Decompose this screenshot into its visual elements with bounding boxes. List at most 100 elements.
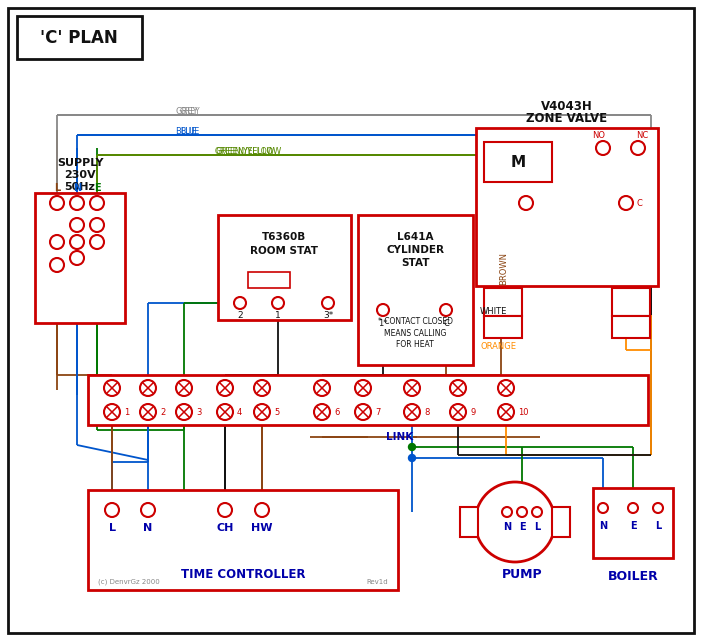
Circle shape	[50, 196, 64, 210]
Text: 1: 1	[124, 408, 129, 417]
Text: STAT: STAT	[401, 258, 429, 268]
Text: GREY: GREY	[180, 106, 201, 115]
Text: 1: 1	[275, 310, 281, 319]
Text: L: L	[54, 183, 60, 193]
Text: HW: HW	[251, 523, 273, 533]
Bar	[484, 316, 522, 338]
Bar	[484, 142, 552, 182]
Text: N: N	[73, 183, 81, 193]
Circle shape	[631, 141, 645, 155]
Circle shape	[619, 196, 633, 210]
Circle shape	[140, 404, 156, 420]
Text: L: L	[109, 523, 116, 533]
Text: GREEN/YELLOW: GREEN/YELLOW	[215, 147, 275, 156]
Circle shape	[440, 304, 452, 316]
Bar	[612, 288, 650, 316]
Circle shape	[519, 196, 533, 210]
Bar	[17, 16, 142, 59]
Text: CYLINDER: CYLINDER	[386, 245, 444, 255]
Circle shape	[218, 503, 232, 517]
Text: V4043H: V4043H	[541, 99, 593, 113]
Circle shape	[70, 218, 84, 232]
Text: NO: NO	[592, 131, 606, 140]
Text: ORANGE: ORANGE	[480, 342, 516, 351]
Circle shape	[90, 235, 104, 249]
Circle shape	[355, 380, 371, 396]
Circle shape	[70, 235, 84, 249]
Text: E: E	[519, 522, 525, 532]
Circle shape	[254, 380, 270, 396]
Circle shape	[105, 503, 119, 517]
Text: T6360B: T6360B	[262, 232, 306, 242]
Circle shape	[314, 404, 330, 420]
Text: E: E	[630, 521, 636, 531]
Text: 'C' PLAN: 'C' PLAN	[40, 29, 118, 47]
Circle shape	[90, 218, 104, 232]
Bar	[552, 507, 570, 537]
Bar	[476, 128, 658, 286]
Text: BLUE: BLUE	[175, 126, 197, 135]
Text: ROOM STAT: ROOM STAT	[250, 246, 318, 256]
Circle shape	[90, 196, 104, 210]
Circle shape	[322, 297, 334, 309]
Circle shape	[450, 404, 466, 420]
Text: 3*: 3*	[323, 310, 333, 319]
Text: 8: 8	[424, 408, 430, 417]
Circle shape	[314, 380, 330, 396]
Text: C: C	[636, 199, 642, 208]
Text: * CONTACT CLOSED
MEANS CALLING
FOR HEAT: * CONTACT CLOSED MEANS CALLING FOR HEAT	[378, 317, 453, 349]
Text: GREY: GREY	[175, 106, 198, 115]
Text: L: L	[534, 522, 540, 532]
Circle shape	[596, 141, 610, 155]
Text: 1*: 1*	[378, 319, 388, 328]
Text: L: L	[655, 521, 661, 531]
Circle shape	[404, 380, 420, 396]
Circle shape	[50, 235, 64, 249]
Ellipse shape	[475, 482, 555, 562]
Circle shape	[502, 507, 512, 517]
Circle shape	[498, 404, 514, 420]
Text: (c) DenvrGz 2000: (c) DenvrGz 2000	[98, 578, 160, 585]
Text: WHITE: WHITE	[480, 306, 508, 315]
Text: SUPPLY: SUPPLY	[57, 158, 103, 168]
Circle shape	[176, 380, 192, 396]
Circle shape	[104, 404, 120, 420]
Circle shape	[176, 404, 192, 420]
Circle shape	[653, 503, 663, 513]
Bar	[88, 375, 648, 425]
Circle shape	[254, 404, 270, 420]
Circle shape	[234, 297, 246, 309]
Bar	[35, 193, 125, 323]
Circle shape	[450, 380, 466, 396]
Circle shape	[217, 380, 233, 396]
Text: Rev1d: Rev1d	[366, 579, 388, 585]
Text: BOILER: BOILER	[608, 569, 658, 583]
Text: CH: CH	[216, 523, 234, 533]
Text: 3: 3	[196, 408, 201, 417]
Circle shape	[141, 503, 155, 517]
Bar	[358, 215, 473, 365]
Text: 2: 2	[160, 408, 165, 417]
Text: 7: 7	[375, 408, 380, 417]
Circle shape	[598, 503, 608, 513]
Text: 5: 5	[274, 408, 279, 417]
Circle shape	[628, 503, 638, 513]
Circle shape	[517, 507, 527, 517]
Circle shape	[217, 404, 233, 420]
Circle shape	[104, 380, 120, 396]
Text: ZONE VALVE: ZONE VALVE	[526, 112, 607, 124]
Text: L641A: L641A	[397, 232, 433, 242]
Circle shape	[70, 196, 84, 210]
Circle shape	[355, 404, 371, 420]
Circle shape	[409, 454, 416, 462]
Bar	[460, 507, 478, 537]
Circle shape	[404, 404, 420, 420]
Text: GREEN/YELLOW: GREEN/YELLOW	[215, 147, 282, 156]
Text: 2: 2	[237, 310, 243, 319]
Text: M: M	[510, 154, 526, 169]
Text: 6: 6	[334, 408, 339, 417]
Text: N: N	[143, 523, 152, 533]
Bar	[248, 272, 290, 288]
Circle shape	[272, 297, 284, 309]
Text: 4: 4	[237, 408, 242, 417]
